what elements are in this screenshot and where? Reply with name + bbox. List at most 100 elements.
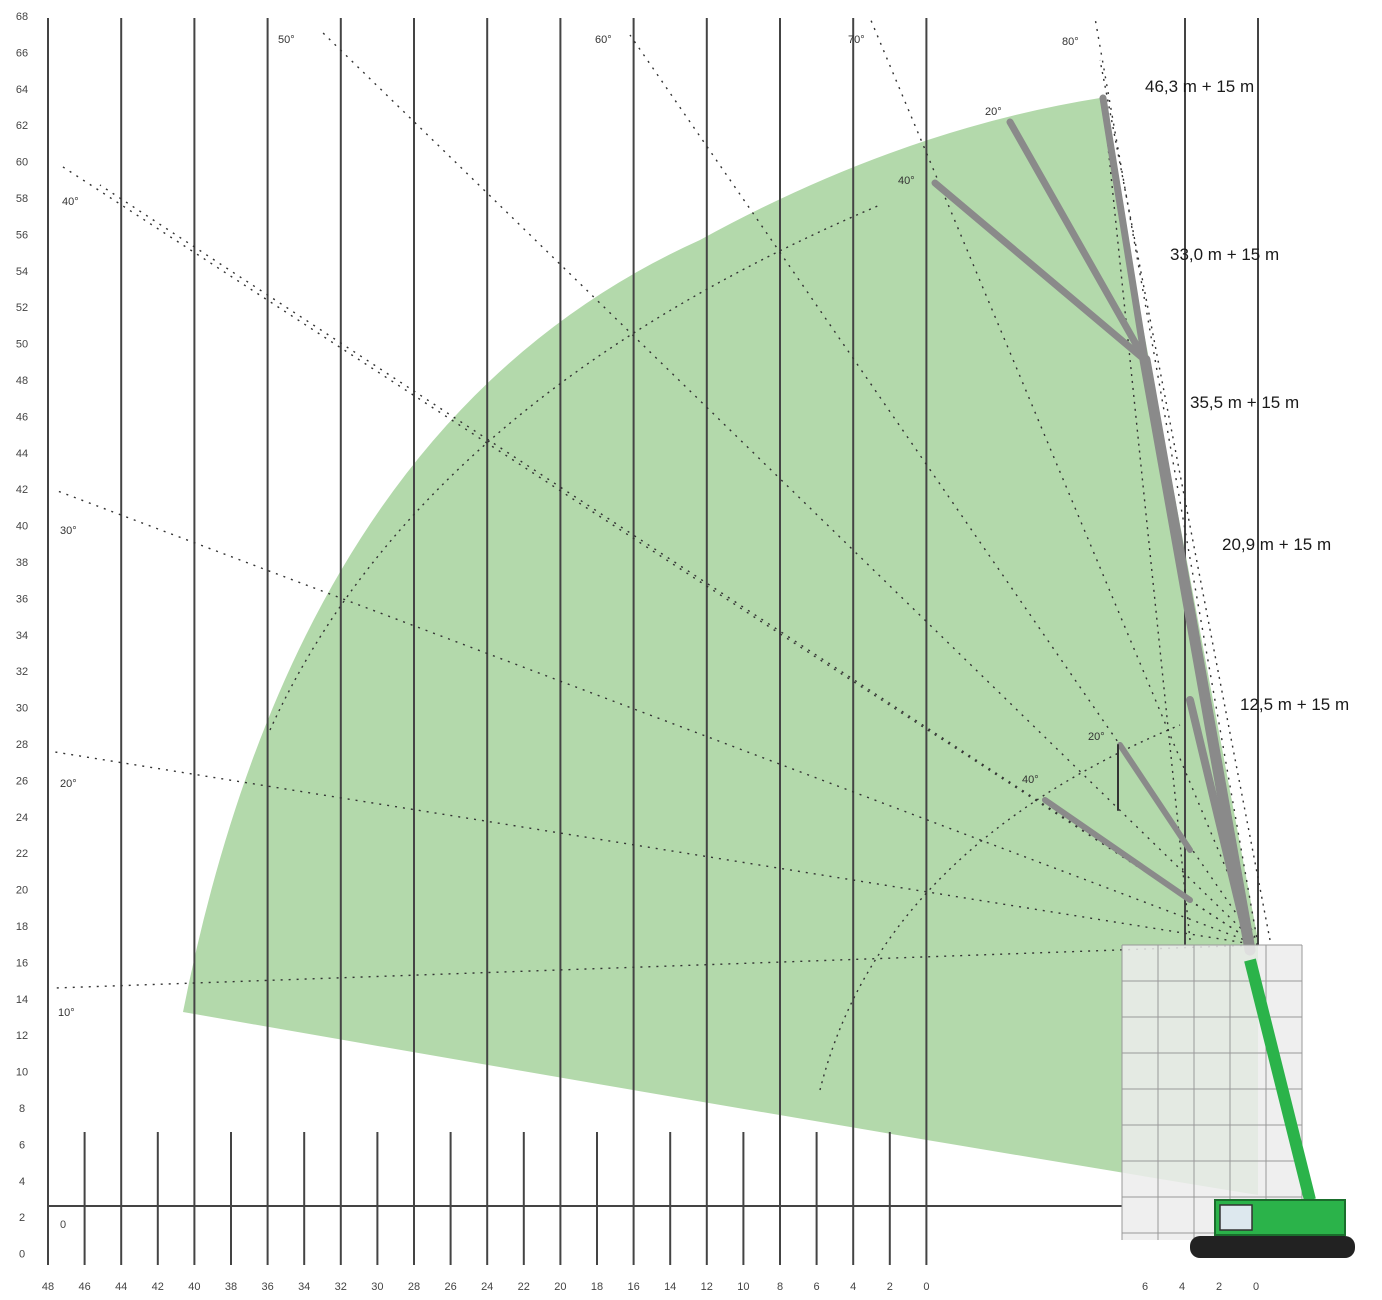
jib-20	[1006, 118, 1149, 364]
angle-label: 60°	[595, 34, 612, 46]
boom-label: 12,5 m + 15 m	[1240, 695, 1349, 714]
x-tick: 12	[701, 1281, 713, 1293]
crane-grid-bg	[1122, 945, 1302, 1240]
x-tick: 6	[814, 1281, 820, 1293]
x-tick-right: 0	[1253, 1281, 1259, 1293]
y-tick: 6	[19, 1139, 25, 1151]
jib-angle-labels: 20° 40° 20° 40°	[898, 106, 1105, 786]
y-tick: 10	[16, 1067, 28, 1079]
y-tick: 42	[16, 484, 28, 496]
x-tick: 4	[850, 1281, 856, 1293]
vertical-grid	[47, 18, 1259, 1265]
angle-labels: 10° 20° 30° 40° 50° 60° 70° 80°	[58, 34, 1079, 1019]
boom-label: 35,5 m + 15 m	[1190, 393, 1299, 412]
arc-inner	[819, 724, 1181, 1091]
x-tick: 20	[554, 1281, 566, 1293]
y-tick: 24	[16, 812, 28, 824]
x-tick: 32	[335, 1281, 347, 1293]
y-tick: 22	[16, 848, 28, 860]
x-tick: 44	[115, 1281, 127, 1293]
y-tick: 20	[16, 885, 28, 897]
angle-label: 10°	[58, 1007, 75, 1019]
x-tick-labels-right: 6 4 2 0	[1142, 1281, 1259, 1293]
angle-label: 70°	[848, 34, 865, 46]
y-tick: 54	[16, 266, 28, 278]
y-tick: 36	[16, 593, 28, 605]
angle-label: 50°	[278, 34, 295, 46]
y-tick: 68	[16, 11, 28, 23]
short-boom	[1186, 696, 1254, 954]
x-tick: 38	[225, 1281, 237, 1293]
y-tick: 30	[16, 703, 28, 715]
boom-length-labels: 46,3 m + 15 m 33,0 m + 15 m 35,5 m + 15 m 2…	[1145, 77, 1349, 714]
y-tick: 64	[16, 84, 28, 96]
radial-line	[1094, 17, 1259, 946]
jib-angle-label: 20°	[1088, 731, 1105, 743]
y-tick: 34	[16, 630, 28, 642]
y-tick: 2	[19, 1212, 25, 1224]
crane-cab	[1219, 1204, 1253, 1231]
x-tick: 2	[887, 1281, 893, 1293]
x-tick: 28	[408, 1281, 420, 1293]
jib-40	[931, 179, 1149, 364]
x-tick-right: 4	[1179, 1281, 1185, 1293]
y-tick: 18	[16, 921, 28, 933]
y-tick: 44	[16, 448, 28, 460]
boom-label: 46,3 m + 15 m	[1145, 77, 1254, 96]
y-tick: 56	[16, 229, 28, 241]
crane	[1190, 958, 1355, 1258]
boom-label: 33,0 m + 15 m	[1170, 245, 1279, 264]
short-jib-40	[1042, 797, 1193, 903]
crane-grid	[1121, 944, 1303, 1240]
angle-label: 80°	[1062, 36, 1079, 48]
y-tick: 60	[16, 157, 28, 169]
x-tick: 46	[78, 1281, 90, 1293]
x-tick: 34	[298, 1281, 310, 1293]
y-tick: 8	[19, 1103, 25, 1115]
y-tick: 48	[16, 375, 28, 387]
x-tick: 24	[481, 1281, 493, 1293]
y-tick: 50	[16, 339, 28, 351]
angle-label: 20°	[60, 778, 77, 790]
crane-tracks	[1190, 1236, 1355, 1258]
boom-label: 20,9 m + 15 m	[1222, 535, 1331, 554]
jib-angle-label: 40°	[1022, 774, 1039, 786]
x-tick: 18	[591, 1281, 603, 1293]
angle-label: 30°	[60, 525, 77, 537]
crane-boom-base	[1244, 958, 1316, 1202]
y-tick: 58	[16, 193, 28, 205]
x-tick: 40	[188, 1281, 200, 1293]
x-tick-labels: 48 46 44 42 40 38 36 34 32 30 28 26 24 22 20 18 16 14 12 10…	[42, 1281, 930, 1293]
y-tick: 46	[16, 411, 28, 423]
y-tick: 12	[16, 1030, 28, 1042]
x-tick: 14	[664, 1281, 676, 1293]
main-boom	[1139, 354, 1256, 956]
short-jib-20	[1117, 742, 1193, 853]
y-tick: 62	[16, 120, 28, 132]
y-tick: 26	[16, 775, 28, 787]
jib-angle-label: 40°	[898, 175, 915, 187]
x-tick: 0	[923, 1281, 929, 1293]
booms	[931, 94, 1256, 956]
radial-line	[54, 751, 1259, 946]
zero-label: 0	[60, 1219, 66, 1231]
x-tick: 10	[737, 1281, 749, 1293]
angle-label: 40°	[62, 196, 79, 208]
arc-outer	[269, 204, 881, 731]
tip-line-outer	[1099, 59, 1271, 941]
x-tick: 48	[42, 1281, 54, 1293]
y-tick: 14	[16, 994, 28, 1006]
x-tick: 36	[261, 1281, 273, 1293]
radial-line	[54, 944, 1259, 989]
y-tick: 52	[16, 302, 28, 314]
x-tick-right: 2	[1216, 1281, 1222, 1293]
x-tick: 26	[444, 1281, 456, 1293]
working-envelope	[183, 98, 1258, 1195]
y-tick-labels: 6866646260585654525048464442403836343230…	[16, 11, 28, 1261]
y-tick: 40	[16, 521, 28, 533]
radius-arcs	[269, 204, 1181, 1091]
jib-angle-label: 20°	[985, 106, 1002, 118]
y-tick: 32	[16, 666, 28, 678]
y-tick: 16	[16, 957, 28, 969]
